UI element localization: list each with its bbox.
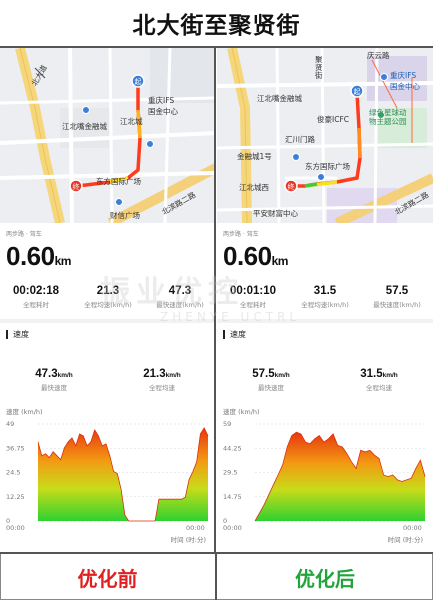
y-tick-label: 36.75 (6, 444, 25, 452)
y-tick-label: 49 (6, 420, 14, 428)
map-before-roads: 起 终 (0, 48, 214, 223)
speed-chart-after: 0 14.75 29.5 44.25 59 00:00 00:00 (223, 420, 426, 532)
speed-area (255, 432, 425, 521)
y-tick-label: 24.5 (6, 469, 20, 477)
map-label-cbd: 江北嘴金融城 (62, 122, 107, 131)
y-tick-label: 29.5 (223, 469, 237, 477)
chart-ylabel: 速度 (km/h) (223, 408, 260, 416)
map-label-qingyun: 庆云路 (367, 51, 390, 60)
y-tick-label: 59 (223, 420, 231, 428)
map-label-jiangbei-west: 江北城西 (239, 183, 269, 192)
speed-section-before: 速度 47.3km/h 最快速度 21.3km/h 全程均速 速度 (km/h) 0… (0, 323, 214, 552)
x-tick-label: 00:00 (403, 524, 422, 532)
speed-chart-before: 0 12.25 24.5 36.75 49 00:00 00:00 (6, 420, 209, 532)
stats-after: 两步路 · 驾车 0.60km 00:01:10 全程耗时 31.5 全程均速(km… (217, 223, 433, 319)
panel-after: 起 终 庆云路 聚 贤 街 重庆IFS 国金中心 江北嘴金融城 俊豪ICFC 绿… (217, 48, 433, 552)
label-before: 优化前 (77, 566, 138, 591)
poi-icon (146, 140, 154, 148)
footer-after-cell: 优化后 (217, 554, 433, 600)
title-bar: 北大街至聚贤街 (0, 0, 433, 48)
speed-line (37, 427, 209, 522)
poi-icon (380, 73, 388, 81)
poi-icon (82, 106, 90, 114)
speed-stats: 57.5km/h 最快速度 31.5km/h 全程均速 (217, 368, 433, 392)
label-after: 优化后 (295, 566, 355, 591)
stat-duration: 00:02:18 全程耗时 (12, 285, 60, 309)
footer: 优化前 优化后 (0, 552, 433, 600)
chart-xlabel: 时间 (时:分) (387, 536, 423, 544)
speed-header: 速度 (6, 329, 29, 340)
speed-section-after: 速度 57.5km/h 最快速度 31.5km/h 全程均速 速度 (km/h) 0… (217, 323, 433, 552)
chart-ylabel: 速度 (km/h) (6, 408, 43, 416)
map-after-roads: 起 终 (217, 48, 433, 223)
y-tick-label: 44.25 (223, 444, 242, 452)
section-divider (217, 319, 433, 323)
stats-before: 两步路 · 驾车 0.60km 00:02:18 全程耗时 21.3 全程均速(km… (0, 223, 214, 319)
y-tick-label: 0 (223, 517, 227, 525)
stat-avg-speed: 21.3 全程均速(km/h) (84, 285, 132, 309)
map-label-junhao: 俊豪ICFC (317, 115, 349, 124)
speed-avg: 31.5km/h 全程均速 (360, 368, 398, 392)
mode-label: 两步路 · 驾车 (223, 231, 259, 238)
speed-line (254, 431, 426, 522)
map-label-caifu: 财信广场 (110, 211, 140, 220)
distance-value: 0.60km (223, 241, 288, 271)
map-label-jiangbei: 江北城 (120, 117, 143, 126)
x-tick-label: 00:00 (186, 524, 205, 532)
poi-icon (377, 111, 385, 119)
start-badge-after: 起 (354, 88, 361, 96)
map-label-jubyuan: 聚 贤 街 (315, 55, 323, 80)
y-tick-label: 14.75 (223, 493, 242, 501)
map-before[interactable]: 起 终 北大道 江北嘴金融城 重庆IFS 国金中心 江北城 东方国际广场 财信广… (0, 48, 214, 223)
speed-header: 速度 (223, 329, 246, 340)
chart-xlabel: 时间 (时:分) (170, 536, 206, 544)
speed-stats: 47.3km/h 最快速度 21.3km/h 全程均速 (0, 368, 214, 392)
speed-max: 47.3km/h 最快速度 (35, 368, 73, 392)
map-label-huichuan: 汇川门路 (285, 135, 315, 144)
map-label-dongfang: 东方国际广场 (96, 177, 141, 186)
y-tick-label: 12.25 (6, 493, 25, 501)
map-label-jinrong: 金融城1号 (237, 152, 272, 161)
start-badge-before: 起 (135, 78, 142, 86)
stat-avg-speed: 31.5 全程均速(km/h) (301, 285, 349, 309)
map-label-pingan: 平安财富中心 (253, 209, 298, 218)
speed-max: 57.5km/h 最快速度 (252, 368, 290, 392)
speed-avg: 21.3km/h 全程均速 (143, 368, 181, 392)
section-divider (0, 319, 214, 323)
poi-icon (317, 173, 325, 181)
stat-duration: 00:01:10 全程耗时 (229, 285, 277, 309)
stat-row: 00:01:10 全程耗时 31.5 全程均速(km/h) 57.5 最快速度(km/… (217, 285, 433, 309)
map-label-ifs: 重庆IFS 国金中心 (148, 96, 178, 116)
panel-before: 起 终 北大道 江北嘴金融城 重庆IFS 国金中心 江北城 东方国际广场 财信广… (0, 48, 216, 552)
end-badge-before: 终 (73, 182, 80, 191)
stat-row: 00:02:18 全程耗时 21.3 全程均速(km/h) 47.3 最快速度(km/… (0, 285, 214, 309)
map-label-green-park: 绿色星球动 物主题公园 (369, 108, 407, 126)
speed-area (38, 428, 208, 521)
x-tick-label: 00:00 (6, 524, 25, 532)
map-label-ifs: 重庆IFS 国金中心 (390, 71, 420, 91)
footer-before-cell: 优化前 (0, 554, 217, 600)
end-badge-after: 终 (288, 182, 295, 191)
y-tick-label: 0 (6, 517, 10, 525)
distance-value: 0.60km (6, 241, 71, 271)
stat-max-speed: 57.5 最快速度(km/h) (373, 285, 421, 309)
stat-max-speed: 47.3 最快速度(km/h) (156, 285, 204, 309)
poi-icon (292, 153, 300, 161)
map-label-dongfang: 东方国际广场 (305, 162, 350, 171)
page-title: 北大街至聚贤街 (132, 13, 301, 39)
map-label-cbd: 江北嘴金融城 (257, 94, 302, 103)
map-after[interactable]: 起 终 庆云路 聚 贤 街 重庆IFS 国金中心 江北嘴金融城 俊豪ICFC 绿… (217, 48, 433, 223)
x-tick-label: 00:00 (223, 524, 242, 532)
poi-icon (115, 198, 123, 206)
mode-label: 两步路 · 驾车 (6, 231, 42, 238)
